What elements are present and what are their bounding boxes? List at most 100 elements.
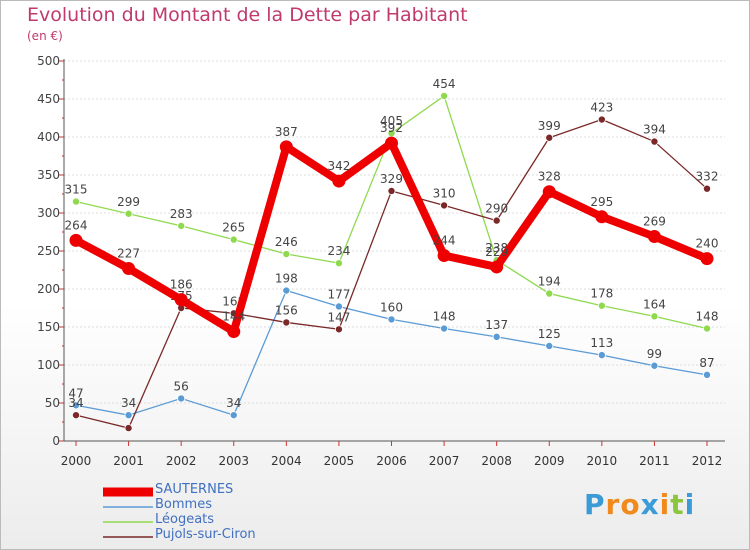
data-label: 244 bbox=[433, 234, 456, 248]
data-label: 99 bbox=[647, 347, 662, 361]
x-tick-label: 2001 bbox=[113, 454, 144, 468]
x-tick-label: 2008 bbox=[481, 454, 512, 468]
data-point bbox=[437, 249, 451, 263]
data-label: 160 bbox=[380, 300, 403, 314]
data-point bbox=[334, 302, 343, 311]
logo-letter: t bbox=[670, 488, 685, 521]
data-point bbox=[282, 250, 291, 259]
data-point bbox=[703, 370, 712, 379]
legend-swatch-sauternes bbox=[103, 487, 153, 497]
data-label: 240 bbox=[696, 237, 719, 251]
legend-swatch-leogeats bbox=[103, 521, 153, 523]
data-label: 178 bbox=[590, 287, 613, 301]
series-l-ogeats: 315 299 283 265 246 234 405 454 238 194 178 164 148 bbox=[65, 77, 719, 333]
logo-letter: o bbox=[620, 488, 641, 521]
data-point bbox=[279, 140, 293, 154]
data-point bbox=[545, 289, 554, 298]
data-point bbox=[545, 341, 554, 350]
x-tick-label: 2002 bbox=[166, 454, 197, 468]
data-label: 328 bbox=[538, 170, 561, 184]
data-label: 454 bbox=[433, 77, 456, 91]
data-point bbox=[122, 261, 136, 275]
data-label: 387 bbox=[275, 125, 298, 139]
x-tick-label: 2004 bbox=[271, 454, 302, 468]
legend-label-sauternes: SAUTERNES bbox=[155, 482, 234, 497]
data-point bbox=[492, 216, 501, 225]
x-tick-label: 2005 bbox=[324, 454, 355, 468]
data-label: 147 bbox=[327, 310, 350, 324]
data-point bbox=[229, 235, 238, 244]
data-label: 137 bbox=[485, 318, 508, 332]
data-label: 423 bbox=[590, 101, 613, 115]
data-point bbox=[440, 324, 449, 333]
data-label: 198 bbox=[275, 272, 298, 286]
data-label: 295 bbox=[590, 195, 613, 209]
data-label: 125 bbox=[538, 327, 561, 341]
y-tick-label: 350 bbox=[37, 168, 60, 182]
data-label: 290 bbox=[485, 202, 508, 216]
data-point bbox=[387, 186, 396, 195]
data-label: 310 bbox=[433, 186, 456, 200]
data-point bbox=[174, 293, 188, 307]
legend-label-leogeats: Léogeats bbox=[155, 512, 215, 527]
data-label: 238 bbox=[485, 241, 508, 255]
data-point bbox=[595, 210, 609, 224]
data-point bbox=[597, 115, 606, 124]
data-point bbox=[282, 318, 291, 327]
x-tick-label: 2011 bbox=[639, 454, 670, 468]
data-label: 144 bbox=[222, 310, 245, 324]
data-label: 246 bbox=[275, 235, 298, 249]
data-point bbox=[334, 259, 343, 268]
data-point bbox=[124, 209, 133, 218]
data-point bbox=[177, 394, 186, 403]
data-label: 34 bbox=[68, 396, 83, 410]
data-point bbox=[440, 91, 449, 100]
logo-letter: P bbox=[584, 488, 606, 521]
data-point bbox=[490, 260, 504, 274]
data-label: 299 bbox=[117, 195, 140, 209]
data-point bbox=[72, 197, 81, 206]
data-point bbox=[650, 312, 659, 321]
data-label: 148 bbox=[696, 310, 719, 324]
data-label: 264 bbox=[65, 218, 88, 232]
data-label: 269 bbox=[643, 215, 666, 229]
series-line bbox=[75, 118, 708, 429]
data-point bbox=[492, 332, 501, 341]
data-point bbox=[177, 221, 186, 230]
logo-letter: i bbox=[659, 488, 671, 521]
data-point bbox=[124, 411, 133, 420]
data-point bbox=[332, 174, 346, 188]
data-point bbox=[69, 233, 83, 247]
data-point bbox=[700, 252, 714, 266]
data-label: 227 bbox=[117, 246, 140, 260]
data-point bbox=[545, 133, 554, 142]
data-label: 177 bbox=[327, 287, 350, 301]
data-point bbox=[703, 324, 712, 333]
y-tick-label: 450 bbox=[37, 92, 60, 106]
data-label: 156 bbox=[275, 303, 298, 317]
data-label: 56 bbox=[174, 379, 189, 393]
data-label: 342 bbox=[327, 159, 350, 173]
data-label: 329 bbox=[380, 172, 403, 186]
data-label: 194 bbox=[538, 275, 561, 289]
chart-title: Evolution du Montant de la Dette par Hab… bbox=[27, 4, 468, 26]
x-tick-label: 2012 bbox=[692, 454, 723, 468]
data-label: 87 bbox=[699, 356, 714, 370]
x-tick-label: 2007 bbox=[429, 454, 460, 468]
data-point bbox=[385, 136, 398, 150]
data-label: 229 bbox=[485, 245, 508, 259]
x-tick-label: 2009 bbox=[534, 454, 565, 468]
data-point bbox=[597, 301, 606, 310]
data-point bbox=[72, 411, 81, 420]
y-tick-label: 300 bbox=[37, 206, 60, 220]
legend-label-bommes: Bommes bbox=[155, 497, 212, 512]
data-label: 234 bbox=[327, 244, 350, 258]
data-label: 405 bbox=[380, 114, 403, 128]
data-point bbox=[542, 185, 556, 199]
data-label: 148 bbox=[433, 310, 456, 324]
data-label: 34 bbox=[226, 396, 241, 410]
data-point bbox=[597, 351, 606, 360]
x-tick-label: 2003 bbox=[218, 454, 249, 468]
x-tick-label: 2000 bbox=[61, 454, 92, 468]
